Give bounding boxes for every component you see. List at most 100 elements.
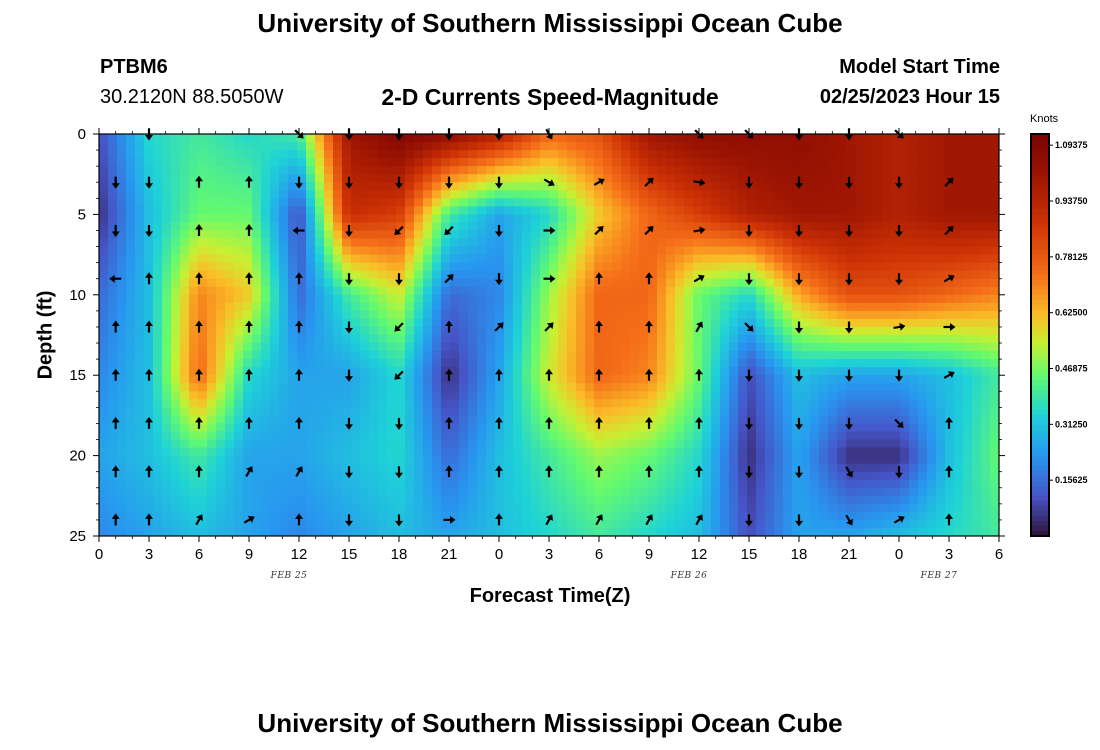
heat-cell [576,471,586,481]
heat-cell [99,335,109,344]
heat-cell [909,302,919,312]
heat-cell [720,166,730,175]
heat-cell [351,455,361,465]
heat-cell [315,343,325,352]
heat-cell [585,142,595,151]
heat-cell [405,254,415,264]
heat-cell [396,463,406,473]
heat-cell [792,439,802,449]
heat-cell [450,527,460,537]
heat-cell [783,254,793,264]
heat-cell [918,367,928,376]
heat-cell [486,335,496,344]
heat-cell [873,487,883,497]
heat-cell [270,527,280,537]
heat-cell [612,519,622,529]
heat-cell [855,511,865,521]
heat-cell [441,359,451,368]
heat-cell [954,158,964,167]
heat-cell [630,254,640,264]
heat-cell [198,511,208,521]
heat-cell [612,431,622,441]
heat-cell [936,407,946,416]
heat-cell [441,150,451,159]
heat-cell [468,431,478,441]
heat-cell [315,166,325,175]
heat-cell [684,359,694,368]
heat-cell [747,431,757,441]
heat-cell [405,198,415,207]
heat-cell [765,214,775,223]
heat-cell [252,375,262,384]
heat-cell [936,254,946,264]
heat-cell [477,166,487,175]
heat-cell [693,286,703,296]
heat-cell [909,431,919,441]
heat-cell [234,310,244,320]
heat-cell [837,511,847,521]
heat-cell [954,230,964,240]
heat-cell [531,519,541,529]
heat-cell [981,286,991,296]
heat-cell [747,246,757,256]
heat-cell [468,318,478,328]
heat-cell [891,359,901,368]
heat-cell [972,455,982,465]
heat-cell [351,359,361,368]
heat-cell [522,447,532,457]
heat-cell [252,415,262,424]
heat-cell [576,439,586,449]
heat-cell [765,351,775,360]
heat-cell [873,415,883,424]
heat-cell [585,463,595,473]
heat-cell [423,166,433,175]
heat-cell [783,206,793,215]
heat-cell [648,447,658,457]
heat-cell [630,431,640,441]
heat-cell [414,198,424,207]
heat-cell [918,190,928,199]
heat-cell [639,463,649,473]
heat-cell [684,431,694,441]
heat-cell [729,190,739,199]
heat-cell [432,399,442,408]
heat-cell [738,174,748,183]
heat-cell [99,423,109,432]
heat-cell [216,463,226,473]
heat-cell [747,479,757,489]
heat-cell [837,343,847,352]
heat-cell [585,134,595,143]
heat-cell [459,318,469,328]
heat-cell [576,447,586,457]
heat-cell [900,399,910,408]
heat-cell [585,343,595,352]
heat-cell [171,439,181,449]
heat-cell [234,471,244,481]
heat-cell [216,134,226,143]
heat-cell [711,503,721,513]
heat-cell [441,206,451,215]
heat-cell [117,343,127,352]
heat-cell [306,415,316,424]
heat-cell [459,511,469,521]
heat-cell [963,399,973,408]
heat-cell [153,511,163,521]
heat-cell [504,391,514,400]
heat-cell [189,318,199,328]
heat-cell [630,367,640,376]
heat-cell [531,238,541,248]
heat-cell [918,375,928,384]
heat-cell [225,383,235,392]
heat-cell [333,142,343,151]
heat-cell [774,310,784,320]
heat-cell [378,375,388,384]
heat-cell [765,286,775,296]
heat-cell [657,230,667,240]
heat-cell [909,190,919,199]
heat-cell [693,262,703,272]
heat-cell [117,214,127,223]
heat-cell [558,447,568,457]
heat-cell [873,391,883,400]
heat-cell [900,238,910,248]
heat-cell [531,487,541,497]
